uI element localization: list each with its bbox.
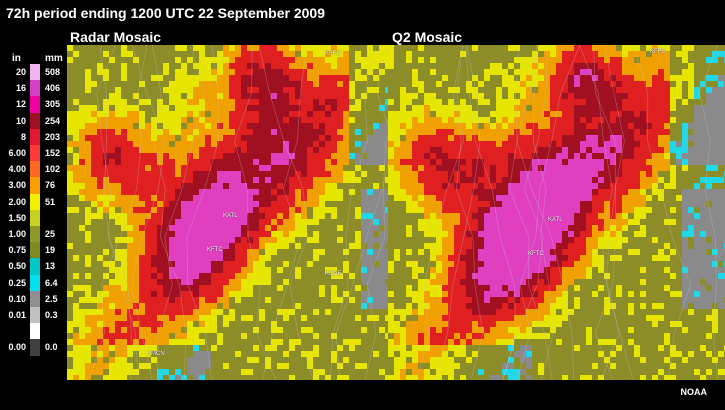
legend-mm-label: 0.3 — [45, 310, 58, 320]
legend-inches-label: 20 — [15, 67, 26, 77]
radar-mosaic-title: Radar Mosaic — [70, 29, 162, 45]
legend-mm-label: 6.4 — [45, 277, 58, 288]
legend-swatch — [30, 64, 40, 81]
legend-mm-label: 406 — [45, 83, 61, 94]
legend-mm-label: 508 — [45, 67, 61, 77]
legend-row: 0.10 2.5 — [0, 290, 70, 308]
legend-swatch — [30, 80, 40, 98]
radar-mosaic-map: KFFC KATL KFTC KCAE KMCN — [67, 45, 407, 380]
legend-swatch — [30, 242, 40, 260]
legend-row: 8 203 — [0, 128, 70, 146]
noaa-credit: NOAA — [680, 387, 708, 397]
legend-swatch — [30, 209, 40, 227]
legend-mm-label: 13 — [45, 261, 56, 272]
legend-inches-label: 1.50 — [8, 212, 26, 223]
q2-mosaic-map: KFFC KATL KFTC — [388, 45, 725, 380]
legend-row: 16 406 — [0, 80, 70, 98]
site-label: KFFC — [650, 49, 666, 55]
legend-inches-label: 4.00 — [8, 164, 26, 175]
site-label: KFFC — [325, 51, 341, 57]
legend-row: 0.50 13 — [0, 258, 70, 276]
legend-inches-label: 0.01 — [8, 310, 26, 320]
site-label: KATL — [223, 213, 238, 219]
legend-mm-label: 254 — [45, 115, 61, 126]
legend-inches-label: 0.75 — [8, 245, 26, 256]
legend-mm-label: 203 — [45, 131, 61, 142]
legend-swatch — [30, 145, 40, 162]
legend-inches-label: 16 — [15, 83, 26, 94]
legend-row: 0.25 6.4 — [0, 274, 70, 292]
legend-row: 2.00 51 — [0, 193, 70, 211]
legend-row: 3.00 76 — [0, 177, 70, 195]
legend-swatch — [30, 193, 40, 211]
legend-row: 6.00 152 — [0, 145, 70, 162]
legend-swatch — [30, 307, 40, 324]
legend-inches-label: 0.50 — [8, 261, 26, 272]
legend-inches-label: 6.00 — [8, 148, 26, 158]
legend-swatch — [30, 274, 40, 292]
radar-mosaic-field — [67, 45, 407, 380]
legend-row: 0.75 19 — [0, 242, 70, 260]
figure-title: 72h period ending 1200 UTC 22 September … — [6, 5, 326, 21]
legend-swatch — [30, 128, 40, 146]
legend-inches-label: 1.00 — [8, 229, 26, 239]
legend-swatch — [30, 177, 40, 195]
q2-precip-field — [388, 45, 725, 380]
legend-mm-label: 2.5 — [45, 293, 58, 304]
site-label: KMCN — [147, 351, 165, 357]
legend-row: 12 305 — [0, 96, 70, 114]
legend-row: 0.01 0.3 — [0, 307, 70, 324]
site-label: KFTC — [528, 251, 544, 257]
legend-unit-in: in — [12, 53, 21, 64]
legend-inches-label: 12 — [15, 99, 26, 110]
legend-row: 10 254 — [0, 112, 70, 130]
legend-unit-mm: mm — [45, 53, 63, 64]
legend-inches-label: 8 — [20, 131, 26, 142]
radar-precip-field — [67, 45, 407, 380]
legend-mm-label: 102 — [45, 164, 61, 175]
legend-swatch — [30, 258, 40, 276]
legend-row: 0.00 0.0 — [0, 339, 70, 357]
legend-inches-label: 3.00 — [8, 180, 26, 191]
q2-mosaic-title: Q2 Mosaic — [392, 29, 463, 45]
legend-inches-label: 2.00 — [8, 196, 26, 207]
legend-inches-label: 10 — [15, 115, 26, 126]
legend-row: 1.00 25 — [0, 226, 70, 243]
legend-mm-label: 152 — [45, 148, 61, 158]
legend-inches-label: 0.10 — [8, 293, 26, 304]
legend-swatch — [30, 112, 40, 130]
legend-swatch — [30, 96, 40, 114]
q2-mosaic-field — [388, 45, 725, 380]
site-label: KATL — [548, 217, 563, 223]
legend-row: 20 508 — [0, 64, 70, 81]
legend-swatch — [30, 161, 40, 179]
legend-mm-label: 51 — [45, 196, 56, 207]
legend-mm-label: 19 — [45, 245, 56, 256]
legend-swatch — [30, 339, 40, 357]
legend-row: 4.00 102 — [0, 161, 70, 179]
legend-inches-label: 0.25 — [8, 277, 26, 288]
legend-mm-label: 76 — [45, 180, 56, 191]
legend-mm-label: 0.0 — [45, 342, 58, 353]
legend-mm-label: 305 — [45, 99, 61, 110]
legend-swatch — [30, 226, 40, 243]
legend-row — [0, 323, 70, 341]
site-label: KCAE — [325, 271, 342, 277]
legend-swatch — [30, 323, 40, 341]
site-label: KFTC — [207, 247, 223, 253]
legend-mm-label: 25 — [45, 229, 56, 239]
legend-inches-label: 0.00 — [8, 342, 26, 353]
legend-row: 1.50 — [0, 209, 70, 227]
legend-swatch — [30, 290, 40, 308]
